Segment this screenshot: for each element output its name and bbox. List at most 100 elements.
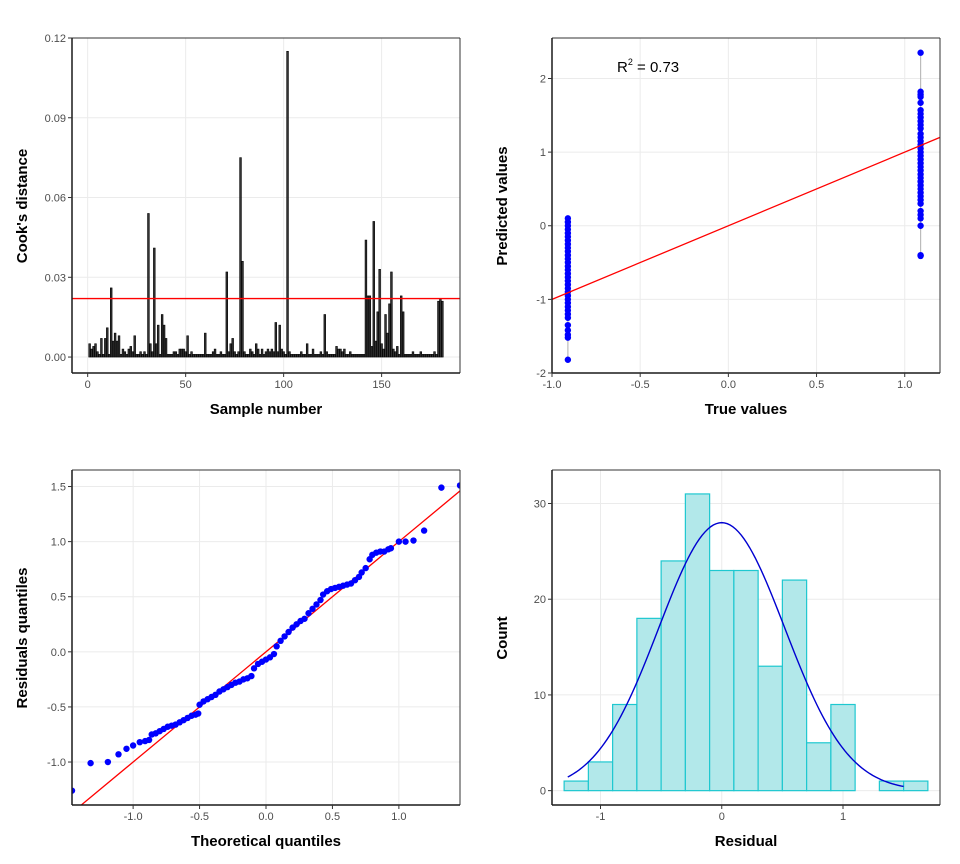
cooks-bar (401, 311, 405, 358)
qq-point (273, 643, 280, 650)
qq-point (87, 759, 94, 767)
qq-y-tick-label: 0.5 (51, 592, 66, 604)
cooks-bar (258, 354, 262, 358)
cooks-bar (172, 351, 176, 358)
cooks-bar (280, 348, 283, 358)
qq-point (123, 745, 130, 752)
qq-reference-line (80, 490, 460, 805)
cooks-bar (198, 354, 201, 358)
cooks-bar (376, 311, 379, 358)
hist-y-tick-label: 0 (540, 786, 546, 798)
cooks-bar (176, 354, 180, 358)
pvt-point (564, 327, 572, 334)
hist-bar (612, 703, 638, 792)
cooks-bar (317, 354, 321, 358)
cooks-bar (319, 351, 323, 358)
qq-x-axis-title: Theoretical quantiles (191, 833, 341, 850)
cooks-y-tick-label: 0.09 (45, 113, 66, 125)
cooks-bar (347, 354, 350, 358)
cooks-bar (256, 348, 260, 358)
cooks-bar (219, 351, 223, 358)
qq-x-tick-label: -0.5 (190, 811, 209, 823)
cooks-x-tick-label: 100 (274, 379, 292, 391)
cooks-bar (335, 346, 338, 358)
hist-y-tick-label: 30 (534, 499, 546, 511)
cooks-bar (294, 354, 297, 358)
qq-axes: -1.0 -0.5 0.0 0.5 1.0 -1.0 -0.5 0.0 0.5 1.0 1.5 (47, 469, 461, 823)
cooks-bar (182, 348, 185, 358)
cooks-bar (170, 354, 174, 358)
cooks-bar (178, 348, 181, 358)
cooks-bar (231, 338, 234, 358)
cooks-bar (360, 354, 364, 358)
cooks-x-axis-title: Sample number (210, 401, 323, 418)
pvt-x-tick-label: 1.0 (897, 379, 912, 391)
cooks-bar (157, 324, 160, 358)
cooks-bar (417, 354, 421, 358)
cooks-bar (260, 348, 264, 358)
cooks-bar (162, 324, 166, 358)
cooks-bar (298, 354, 301, 358)
cooks-x-tick-label: 150 (372, 379, 390, 391)
hist-bar (709, 569, 735, 792)
hist-x-tick-label: 0 (719, 811, 725, 823)
cooks-bar (268, 351, 272, 358)
cooks-bar (223, 354, 227, 358)
cooks-bar (196, 354, 199, 358)
cooks-bar (325, 351, 328, 358)
qq-x-tick-label: 1.0 (391, 811, 406, 823)
cooks-bar (227, 351, 230, 358)
cooks-bar (262, 354, 266, 358)
cooks-x-tick-label: 50 (180, 379, 192, 391)
cooks-bar (139, 351, 142, 358)
cooks-bar (264, 351, 268, 358)
cooks-bar (149, 343, 152, 358)
cooks-bar (435, 354, 438, 358)
qq-y-tick-label: -1.0 (47, 757, 66, 769)
cooks-bar (255, 343, 258, 358)
cooks-bar (405, 354, 409, 358)
cooks-bar (349, 351, 352, 358)
cooks-bar (362, 354, 366, 358)
cooks-bar (249, 348, 252, 358)
cooks-bar (288, 351, 291, 358)
cooks-bar (133, 335, 136, 358)
pvt-point (917, 49, 924, 56)
cooks-bar (372, 221, 375, 358)
cooks-bar (415, 354, 419, 358)
cooks-bar (305, 343, 309, 358)
cooks-bar (345, 354, 348, 358)
cooks-bar (352, 354, 356, 358)
cooks-bar (251, 351, 254, 358)
qq-point (301, 615, 308, 622)
cooks-bar (127, 348, 131, 358)
cooks-bar (370, 346, 374, 358)
cooks-bar (343, 348, 346, 358)
pvt-point (564, 314, 572, 321)
qq-point (362, 564, 369, 572)
cooks-bar (106, 327, 109, 358)
qq-point (438, 484, 445, 491)
pvt-x-axis-title: True values (705, 401, 788, 418)
pvt-x-tick-label: 0.5 (809, 379, 824, 391)
cooks-bar (121, 348, 125, 358)
cooks-bar (313, 354, 317, 358)
pvt-point (564, 356, 572, 363)
qq-point (285, 628, 292, 636)
cooks-bar (225, 271, 228, 358)
cooks-bar (115, 340, 119, 358)
cooks-bar (166, 354, 170, 358)
qq-y-axis-title: Residuals quantiles (14, 568, 31, 709)
cooks-bar (88, 343, 91, 358)
cooks-bar (237, 351, 240, 358)
cooks-bar (300, 351, 303, 358)
qq-point (420, 527, 428, 534)
pvt-regression-line (551, 136, 941, 300)
cooks-bar (321, 354, 325, 358)
cooks-y-axis-title: Cook's distance (14, 149, 31, 263)
cooks-bar (192, 354, 195, 358)
hist-normal-curve (567, 521, 904, 788)
cooks-bar (421, 354, 424, 358)
